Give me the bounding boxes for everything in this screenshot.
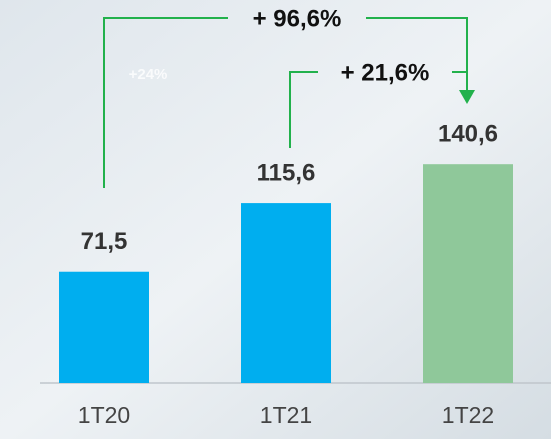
x-tick-label: 1T21 [260,402,312,428]
value-label: 71,5 [81,228,128,255]
faint-label: +24% [129,66,168,83]
bar [241,203,331,383]
arrowhead [459,90,475,104]
growth-label: + 96,6% [253,5,342,32]
connectors [103,17,468,188]
bar [59,271,149,383]
x-tick-label: 1T20 [78,402,130,428]
value-label: 140,6 [438,121,498,148]
bar [423,164,513,383]
value-label: 115,6 [257,159,316,186]
x-tick-label: 1T22 [442,402,494,428]
growth-label: + 21,6% [341,59,430,86]
